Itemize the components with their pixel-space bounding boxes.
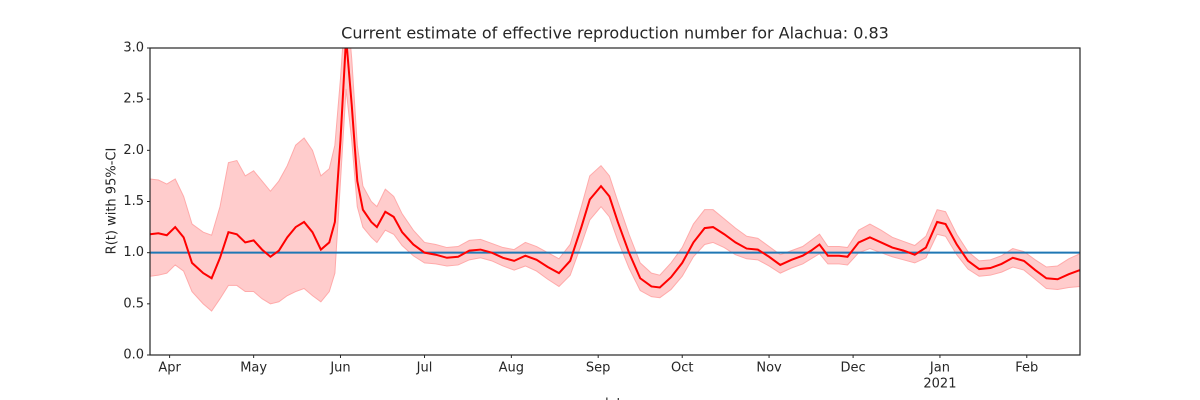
x-tick-label: May bbox=[240, 361, 267, 376]
line bbox=[150, 48, 1080, 289]
y-axis-label: R(t) with 95%-CI bbox=[105, 148, 120, 255]
ci-band bbox=[150, 48, 1080, 312]
x-tick-label: Oct bbox=[671, 361, 693, 376]
x-tick-label: Jun bbox=[329, 361, 350, 376]
plot-area bbox=[150, 48, 1080, 312]
x-tick-label: Dec bbox=[841, 361, 866, 376]
x-tick-label: Apr bbox=[158, 361, 181, 376]
x-tick-label: Jul bbox=[416, 361, 433, 376]
y-tick-label: 0.5 bbox=[123, 296, 144, 311]
y-tick-label: 2.5 bbox=[123, 92, 144, 107]
chart-title: Current estimate of effective reproducti… bbox=[341, 24, 889, 43]
x-tick-sublabel: 2021 bbox=[923, 377, 956, 392]
x-tick-label: Jan bbox=[929, 361, 950, 376]
x-tick-label: Sep bbox=[586, 361, 611, 376]
x-tick-label: Nov bbox=[756, 361, 782, 376]
x-tick-label: Feb bbox=[1015, 361, 1038, 376]
y-tick-label: 0.0 bbox=[123, 348, 144, 363]
y-tick-label: 1.5 bbox=[123, 194, 144, 209]
x-tick-label: Aug bbox=[499, 361, 524, 376]
y-tick-label: 3.0 bbox=[123, 41, 144, 56]
y-tick-label: 1.0 bbox=[123, 245, 144, 260]
y-tick-label: 2.0 bbox=[123, 143, 144, 158]
x-axis-label: date bbox=[600, 397, 629, 400]
